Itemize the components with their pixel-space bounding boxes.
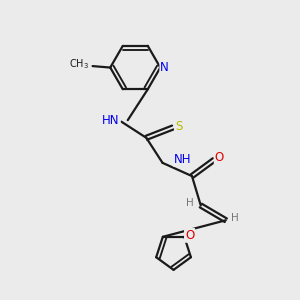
Text: NH: NH <box>174 153 191 166</box>
Text: H: H <box>186 198 194 208</box>
Text: O: O <box>215 151 224 164</box>
Text: N: N <box>160 61 169 74</box>
Text: HN: HN <box>102 114 120 127</box>
Text: H: H <box>231 213 239 223</box>
Text: S: S <box>175 119 182 133</box>
Text: CH$_3$: CH$_3$ <box>69 57 89 70</box>
Text: O: O <box>185 229 194 242</box>
